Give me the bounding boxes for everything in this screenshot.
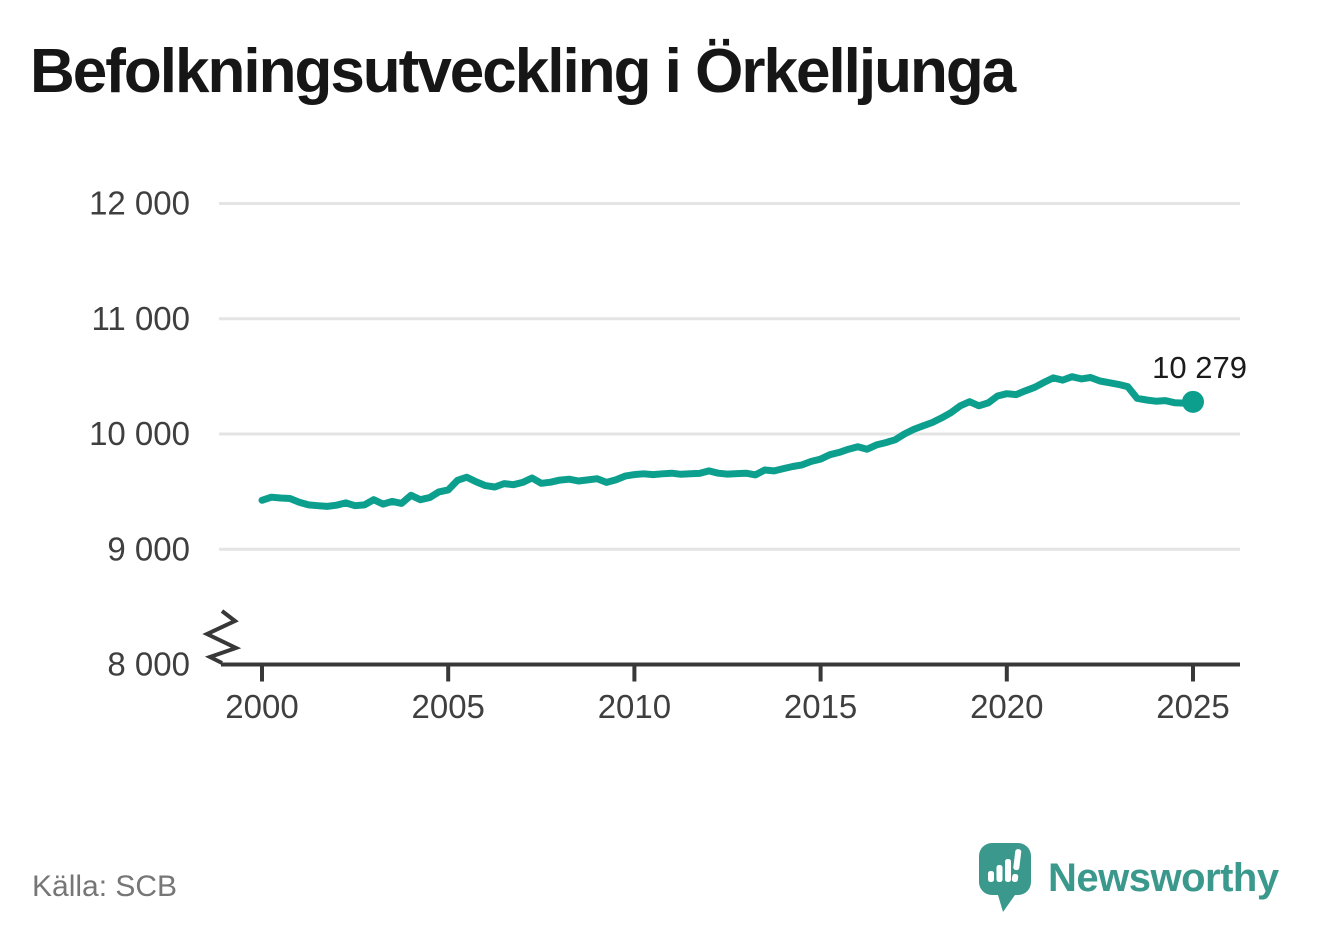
x-tick-label: 2010 bbox=[598, 688, 671, 725]
last-value-label: 10 279 bbox=[1152, 350, 1247, 385]
x-tick-label: 2020 bbox=[970, 688, 1043, 725]
newsworthy-branding: Newsworthy bbox=[977, 841, 1279, 915]
newsworthy-logo-icon bbox=[979, 843, 1031, 912]
source-note: Källa: SCB bbox=[32, 870, 178, 903]
x-tick-label: 2015 bbox=[784, 688, 857, 725]
population-line-chart: 8 000 9 000 10 000 11 000 12 000 2000 2005 2010… bbox=[89, 185, 1247, 726]
bar-large bbox=[1005, 859, 1011, 882]
y-tick-label: 10 000 bbox=[89, 415, 190, 452]
exclamation-mark bbox=[1011, 849, 1022, 883]
branding-name: Newsworthy bbox=[1048, 855, 1279, 900]
y-tick-label: 8 000 bbox=[107, 646, 190, 683]
y-tick-label: 11 000 bbox=[92, 300, 190, 337]
y-tick-label: 12 000 bbox=[89, 185, 190, 222]
x-tick-label: 2005 bbox=[411, 688, 484, 725]
bar-medium bbox=[996, 865, 1003, 882]
y-tick-label: 9 000 bbox=[107, 530, 190, 567]
population-line bbox=[258, 373, 1197, 510]
axis-break-icon bbox=[202, 609, 242, 665]
chart-title: Befolkningsutveckling i Örkelljunga bbox=[30, 37, 1016, 106]
last-point-marker bbox=[1182, 390, 1204, 413]
x-tick-label: 2025 bbox=[1156, 688, 1229, 725]
bar-small bbox=[988, 871, 994, 882]
x-tick-label: 2000 bbox=[225, 688, 298, 725]
